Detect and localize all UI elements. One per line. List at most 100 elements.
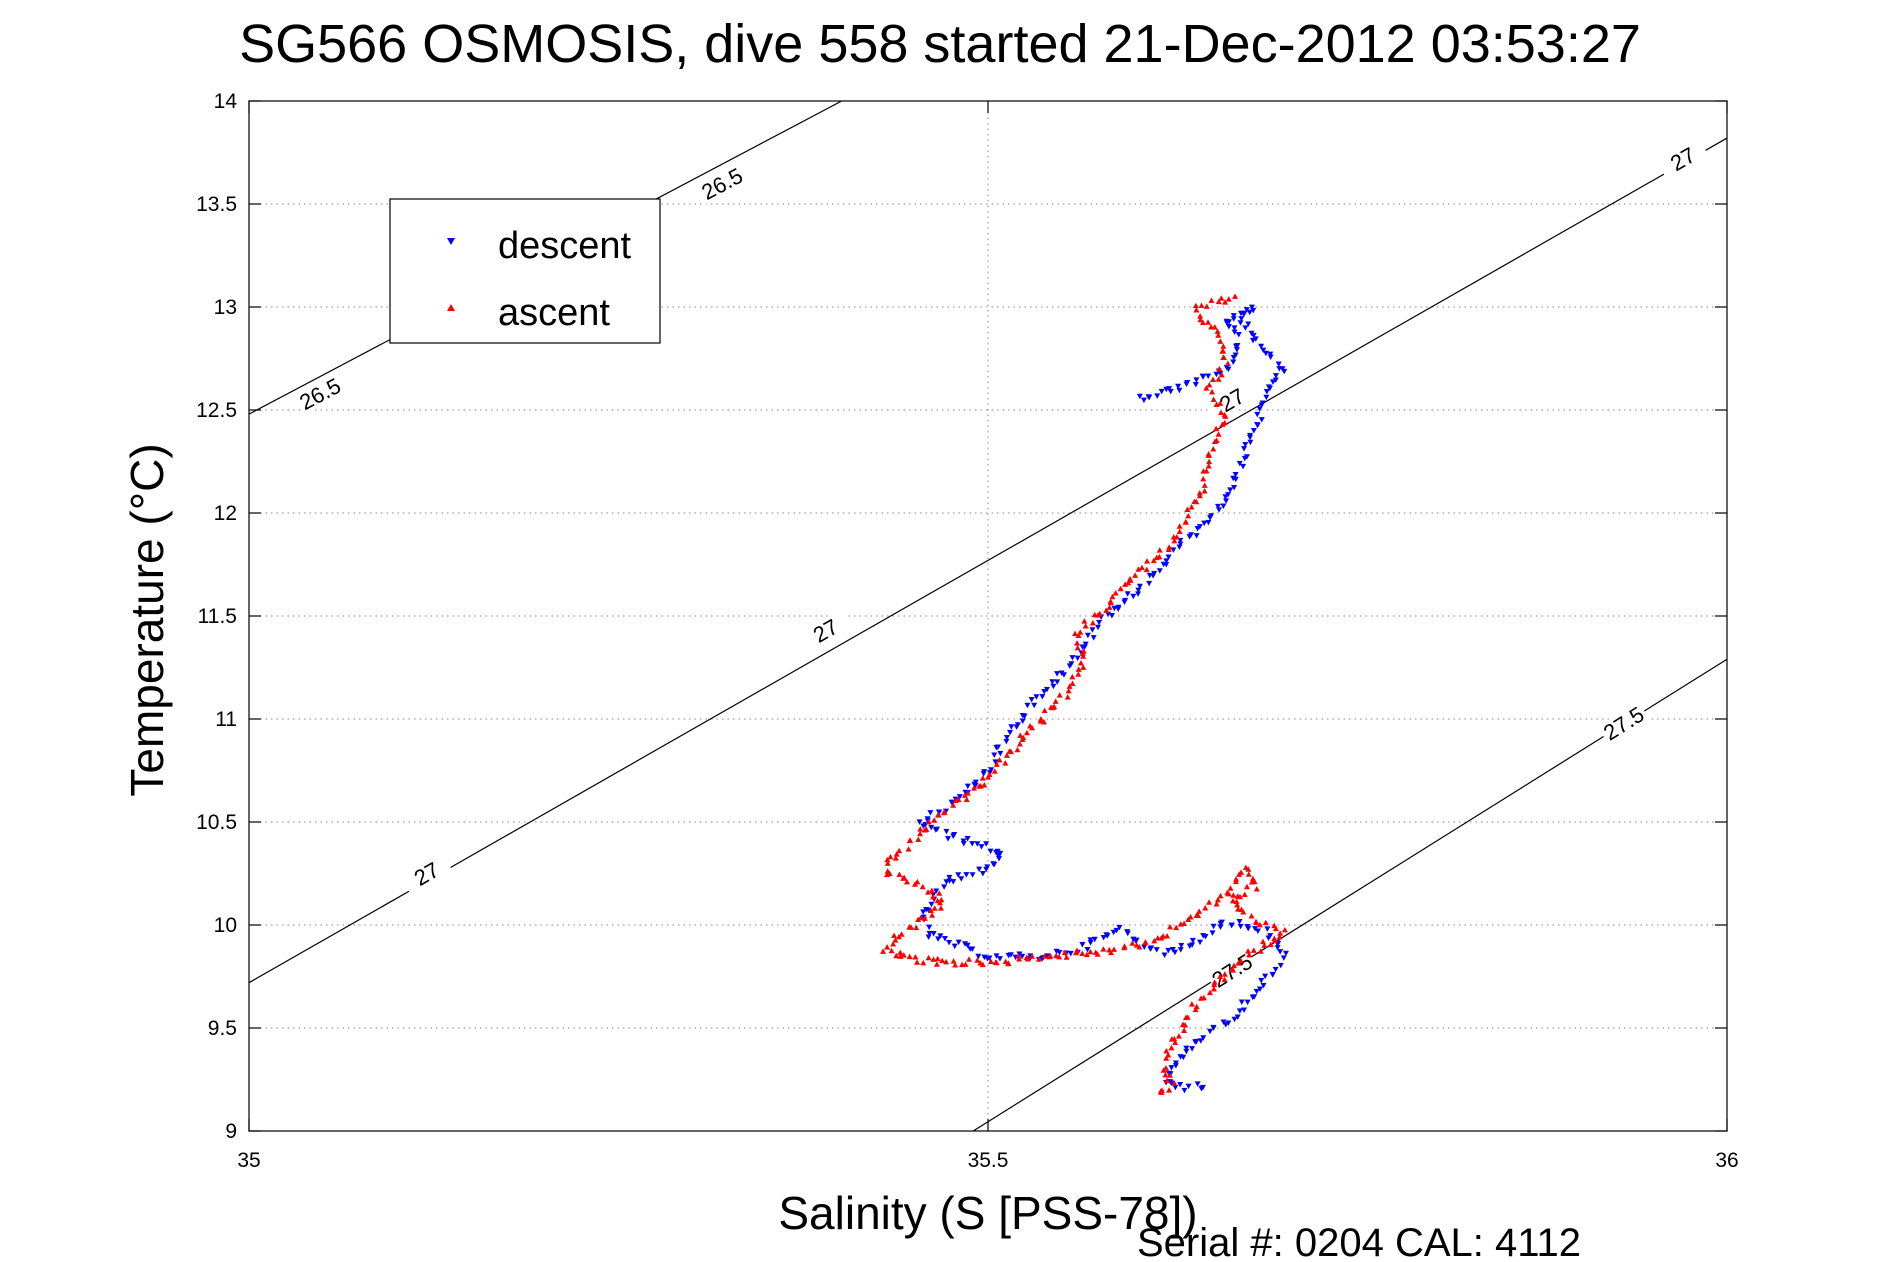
descent-point — [1201, 520, 1208, 527]
descent-point — [958, 876, 965, 882]
descent-point — [986, 955, 993, 962]
ascent-point — [891, 932, 898, 939]
descent-point — [1241, 446, 1248, 452]
ascent-point — [1080, 664, 1087, 670]
y-tick-label: 12 — [214, 502, 237, 525]
ascent-point — [1193, 306, 1200, 313]
descent-point — [1124, 591, 1131, 597]
descent-point — [975, 953, 982, 960]
descent-point — [1277, 962, 1284, 969]
descent-point — [1200, 1035, 1207, 1041]
descent-point — [964, 942, 971, 949]
ascent-point — [1197, 316, 1204, 323]
descent-point — [1267, 354, 1274, 360]
descent-point — [1254, 928, 1261, 934]
descent-point — [1205, 519, 1212, 526]
descent-point — [1238, 316, 1245, 322]
descent-point — [1146, 572, 1153, 579]
descent-point — [1090, 635, 1097, 641]
ascent-point — [921, 915, 928, 921]
ascent-point — [1225, 296, 1232, 302]
descent-point — [955, 872, 962, 878]
descent-point — [1241, 455, 1248, 462]
descent-point — [1269, 971, 1276, 978]
ascent-point — [1112, 590, 1119, 596]
ascent-point — [931, 905, 938, 911]
ascent-point — [927, 907, 934, 913]
ascent-point — [1215, 431, 1222, 437]
ascent-point — [907, 837, 914, 844]
descent-point — [991, 752, 998, 759]
descent-point — [978, 844, 985, 850]
descent-point — [1252, 336, 1259, 342]
ascent-point — [950, 802, 957, 808]
descent-point — [1232, 352, 1239, 359]
legend-label-descent: descent — [498, 225, 632, 267]
ascent-point — [1069, 680, 1076, 686]
ascent-point — [1220, 354, 1227, 360]
ascent-point — [1210, 986, 1217, 992]
y-tick-label: 11.5 — [198, 605, 237, 628]
ascent-point — [1256, 921, 1263, 928]
descent-point — [962, 789, 969, 796]
ascent-point — [1072, 949, 1079, 956]
ascent-point — [923, 826, 930, 832]
descent-point — [1189, 1046, 1196, 1052]
ascent-point — [1136, 944, 1143, 950]
descent-point — [1089, 627, 1096, 633]
descent-point — [1265, 935, 1272, 942]
ascent-point — [1002, 760, 1009, 766]
ascent-point — [1209, 376, 1216, 382]
descent-point — [971, 781, 978, 788]
descent-point — [1272, 373, 1279, 379]
ascent-point — [987, 958, 994, 964]
ascent-point — [1121, 944, 1128, 951]
descent-point — [1220, 503, 1227, 510]
descent-point — [1231, 484, 1238, 491]
ascent-point — [1111, 946, 1118, 952]
descent-point — [1031, 702, 1038, 709]
ascent-point — [928, 887, 935, 894]
ascent-point — [929, 912, 936, 918]
descent-point — [960, 840, 967, 847]
ascent-point — [925, 818, 932, 825]
ascent-point — [1206, 458, 1213, 465]
descent-point — [1054, 679, 1061, 685]
ascent-point — [1109, 593, 1116, 600]
legend-marker-descent — [447, 238, 455, 245]
ascent-point — [1041, 707, 1048, 713]
descent-point — [1242, 325, 1249, 331]
descent-point — [1184, 379, 1191, 386]
ascent-point — [1095, 612, 1102, 618]
ascent-point — [1197, 313, 1204, 319]
ascent-point — [1075, 671, 1082, 677]
descent-point — [969, 946, 976, 952]
ascent-point — [1089, 620, 1096, 626]
ascent-point — [919, 883, 926, 890]
ascent-point — [1213, 425, 1220, 432]
ascent-point — [1129, 940, 1136, 946]
x-tick-label: 35 — [237, 1149, 260, 1172]
ascent-point — [1064, 694, 1071, 700]
ascent-point — [1206, 989, 1213, 996]
descent-point — [930, 931, 937, 937]
ascent-point — [1218, 295, 1225, 301]
ascent-point — [1103, 607, 1110, 613]
ascent-point — [1151, 937, 1158, 944]
descent-point — [1230, 316, 1237, 322]
ascent-point — [1249, 875, 1256, 882]
descent-point — [1205, 373, 1212, 379]
ascent-point — [1171, 1035, 1178, 1042]
descent-point — [1087, 940, 1094, 946]
ascent-point — [1267, 941, 1274, 948]
ascent-point — [952, 962, 959, 968]
ascent-point — [1003, 752, 1010, 758]
descent-point — [1236, 460, 1243, 467]
ascent-point — [996, 757, 1003, 763]
descent-point — [1183, 1045, 1190, 1052]
ascent-point — [933, 961, 940, 967]
ascent-point — [950, 958, 957, 964]
ascent-point — [1241, 891, 1248, 897]
descent-point — [1069, 655, 1076, 661]
descent-point — [1108, 612, 1115, 619]
